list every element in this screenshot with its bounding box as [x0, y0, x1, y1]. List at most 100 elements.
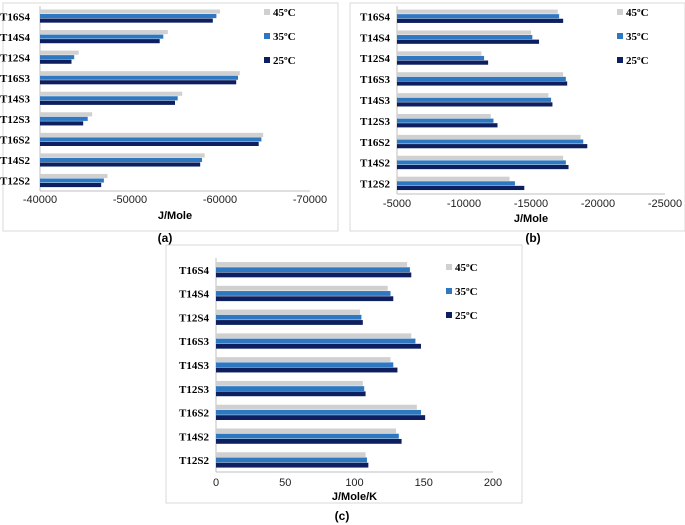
x-tick-label: 200: [484, 477, 502, 489]
category-label: T14S3: [179, 360, 209, 372]
bar-t16s3-45c: [397, 72, 564, 77]
bar-t14s3-35c: [40, 96, 178, 101]
bar-t14s4-25c: [397, 39, 540, 44]
bar-t14s2-35c: [397, 160, 566, 165]
chart-frame: [349, 2, 685, 232]
bar-t14s3-25c: [397, 102, 553, 107]
bar-t12s4-25c: [40, 59, 72, 64]
legend-swatch-35c: [264, 33, 270, 39]
bar-t14s4-25c: [216, 296, 394, 302]
bar-t12s4-25c: [397, 60, 489, 65]
category-label: T12S2: [0, 176, 30, 188]
category-label: T12S3: [179, 384, 209, 396]
bar-t14s4-25c: [40, 39, 160, 44]
chart-panel-2: -5000 -10000 -15000 -20000 -25000 J/Mole (b) T1…: [349, 2, 685, 245]
legend-swatch-25c: [264, 57, 270, 63]
legend-label-25c: 25ºC: [626, 55, 649, 67]
bar-t16s3-45c: [40, 71, 240, 76]
bar-t12s3-25c: [40, 121, 84, 126]
bar-t14s4-45c: [397, 30, 531, 35]
category-label: T14S4: [179, 289, 209, 301]
bar-t16s3-35c: [40, 75, 238, 80]
bar-t14s2-45c: [216, 428, 397, 434]
category-label: T14S2: [0, 155, 30, 167]
bar-t12s4-25c: [216, 320, 363, 325]
bar-t16s2-45c: [397, 134, 581, 140]
x-tick-label: -10000: [447, 198, 481, 210]
bar-t14s3-45c: [216, 357, 391, 362]
bar-t12s4-45c: [397, 51, 482, 56]
category-label: T12S3: [0, 114, 30, 126]
category-label: T16S4: [360, 11, 390, 23]
bar-t12s2-25c: [397, 185, 525, 191]
bar-t14s4-45c: [40, 30, 168, 35]
chart-panel-1: -40000 -50000 -60000 -70000 J/Mole (a) T16S4 T1…: [0, 2, 339, 245]
bar-t14s3-45c: [40, 91, 183, 96]
legend-swatch-25c: [446, 312, 452, 318]
bar-t16s2-25c: [40, 141, 259, 146]
x-axis-title: J/Mole: [158, 210, 192, 222]
panel-label: (c): [335, 509, 350, 523]
x-tick-label: -5000: [383, 198, 411, 210]
bar-t12s4-35c: [216, 314, 362, 320]
bar-t12s2-25c: [40, 182, 102, 188]
category-label: T12S4: [179, 312, 209, 324]
x-axis-title: J/Mole: [514, 213, 548, 225]
x-tick-label: -50000: [113, 194, 147, 206]
chart-frame: [2, 2, 339, 232]
category-label: T16S2: [179, 408, 209, 420]
bar-t12s3-45c: [40, 112, 93, 117]
bar-t14s4-35c: [397, 35, 533, 40]
bar-t14s3-35c: [397, 97, 552, 102]
bar-t12s4-35c: [40, 55, 75, 60]
x-tick-label: 100: [345, 477, 363, 489]
bar-t14s3-45c: [397, 93, 549, 98]
bar-t12s3-45c: [397, 113, 491, 119]
bar-t12s3-25c: [397, 123, 498, 128]
legend-label-35c: 35ºC: [455, 286, 478, 298]
x-axis-title: J/Mole/K: [332, 491, 377, 503]
x-tick-label: -70000: [293, 194, 327, 206]
bar-t12s3-35c: [216, 386, 365, 391]
x-tick-label: 50: [279, 477, 291, 489]
bar-t12s2-45c: [216, 452, 366, 458]
bar-t16s3-25c: [40, 80, 237, 85]
bar-t14s4-35c: [40, 34, 164, 39]
category-label: T16S2: [0, 135, 30, 147]
bar-t16s4-25c: [216, 272, 412, 278]
bar-t16s3-25c: [397, 81, 568, 86]
bar-t16s2-25c: [397, 144, 588, 149]
bar-t16s4-35c: [216, 267, 410, 273]
bar-t12s2-35c: [216, 457, 367, 463]
category-label: T14S3: [360, 95, 390, 107]
bar-t16s4-45c: [216, 262, 408, 267]
bar-t16s2-35c: [397, 139, 584, 144]
legend-label-25c: 25ºC: [455, 310, 478, 322]
bar-t14s2-35c: [40, 157, 202, 163]
x-tick-label: -40000: [23, 194, 57, 206]
bar-t16s2-45c: [216, 404, 417, 410]
panel-label: (b): [525, 231, 540, 245]
bar-t14s2-45c: [397, 155, 564, 160]
bar-t16s3-35c: [216, 338, 416, 344]
legend-swatch-45c: [446, 264, 452, 270]
legend-swatch-35c: [446, 288, 452, 294]
bar-t14s2-25c: [40, 162, 201, 167]
legend-label-45c: 45ºC: [455, 262, 478, 274]
bar-t12s4-35c: [397, 55, 485, 61]
bar-t14s2-25c: [216, 438, 402, 444]
bar-t12s3-35c: [40, 116, 88, 121]
category-label: T12S3: [360, 116, 390, 128]
legend-label-35c: 35ºC: [273, 31, 296, 43]
category-label: T12S4: [0, 52, 30, 64]
category-label: T14S3: [0, 94, 30, 106]
x-tick-label: 0: [213, 477, 219, 489]
legend-label-25c: 25ºC: [273, 55, 296, 67]
legend-swatch-45c: [264, 9, 270, 15]
x-tick-label: -60000: [203, 194, 237, 206]
bar-t12s2-35c: [40, 178, 104, 183]
x-tick-label: 150: [415, 477, 433, 489]
bar-t12s2-25c: [216, 462, 369, 468]
bar-t16s3-35c: [397, 76, 566, 82]
